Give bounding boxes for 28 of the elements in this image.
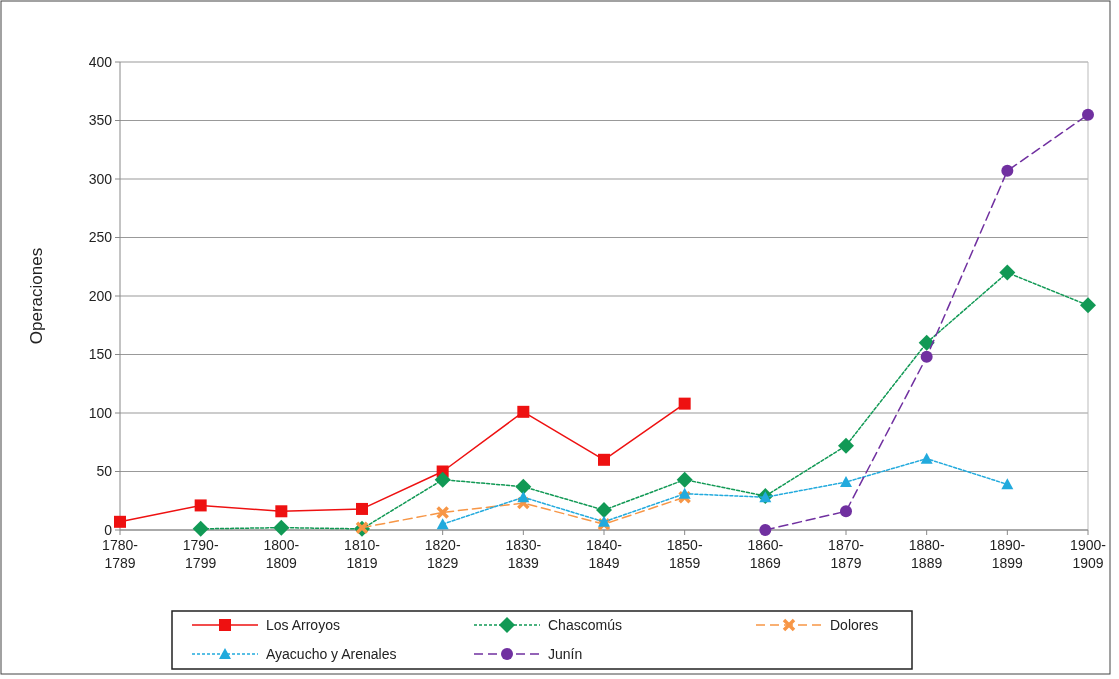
x-tick-label: 1830- 1839 — [505, 537, 542, 571]
legend-label: Chascomús — [548, 616, 622, 633]
x-tick-label: 1900- 1909 — [1070, 537, 1107, 571]
x-tick-label: 1810- 1819 — [344, 537, 381, 571]
y-tick-label: 0 — [104, 521, 113, 538]
x-tick-label: 1790- 1799 — [182, 537, 219, 571]
y-tick-label: 250 — [88, 229, 113, 246]
x-tick-label: 1890- 1899 — [989, 537, 1026, 571]
x-tick-label: 1850- 1859 — [666, 537, 703, 571]
y-tick-label: 350 — [88, 112, 113, 129]
y-axis-title: Operaciones — [27, 247, 46, 345]
x-tick-label: 1780- 1789 — [102, 537, 139, 571]
x-tick-label: 1870- 1879 — [828, 537, 865, 571]
x-tick-label: 1880- 1889 — [908, 537, 945, 571]
y-tick-label: 200 — [88, 287, 113, 304]
x-tick-label: 1820- 1829 — [424, 537, 461, 571]
x-tick-label: 1840- 1849 — [586, 537, 623, 571]
y-tick-label: 400 — [88, 53, 113, 70]
y-tick-label: 50 — [96, 463, 113, 480]
x-tick-label: 1800- 1809 — [263, 537, 300, 571]
x-tick-label: 1860- 1869 — [747, 537, 784, 571]
y-tick-label: 300 — [88, 170, 113, 187]
legend-label: Junín — [548, 645, 583, 662]
y-tick-label: 150 — [88, 346, 113, 363]
legend-label: Los Arroyos — [266, 616, 340, 633]
y-tick-label: 100 — [88, 404, 113, 421]
legend-label: Dolores — [830, 616, 879, 633]
legend-label: Ayacucho y Arenales — [266, 645, 397, 662]
